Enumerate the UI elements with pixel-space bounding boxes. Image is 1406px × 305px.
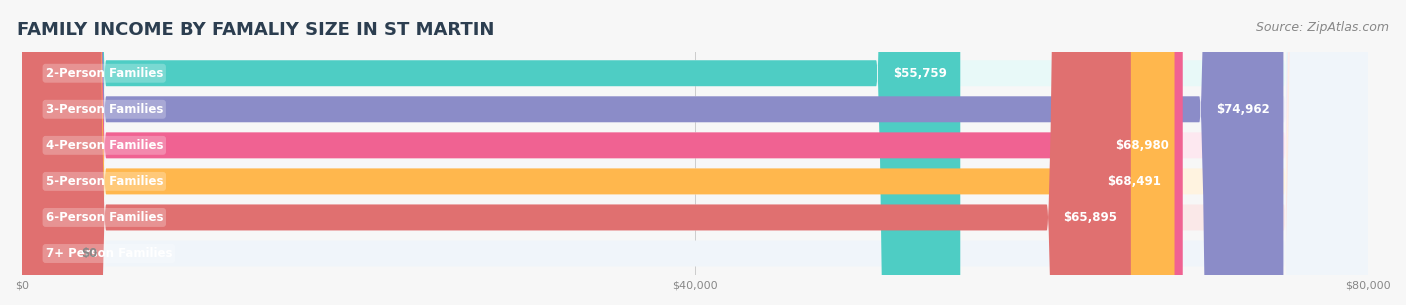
Text: $74,962: $74,962 bbox=[1216, 103, 1270, 116]
Text: 2-Person Families: 2-Person Families bbox=[45, 67, 163, 80]
Text: $68,491: $68,491 bbox=[1107, 175, 1161, 188]
FancyBboxPatch shape bbox=[22, 0, 1368, 305]
FancyBboxPatch shape bbox=[22, 0, 1368, 305]
Text: Source: ZipAtlas.com: Source: ZipAtlas.com bbox=[1256, 21, 1389, 34]
Text: $65,895: $65,895 bbox=[1063, 211, 1118, 224]
FancyBboxPatch shape bbox=[22, 0, 1368, 305]
Text: FAMILY INCOME BY FAMALIY SIZE IN ST MARTIN: FAMILY INCOME BY FAMALIY SIZE IN ST MART… bbox=[17, 21, 495, 39]
FancyBboxPatch shape bbox=[22, 0, 1284, 305]
FancyBboxPatch shape bbox=[22, 0, 1368, 305]
FancyBboxPatch shape bbox=[22, 0, 1368, 305]
Text: 5-Person Families: 5-Person Families bbox=[45, 175, 163, 188]
FancyBboxPatch shape bbox=[22, 0, 1174, 305]
FancyBboxPatch shape bbox=[22, 0, 1130, 305]
Text: $55,759: $55,759 bbox=[893, 67, 946, 80]
Text: $68,980: $68,980 bbox=[1115, 139, 1170, 152]
Text: 4-Person Families: 4-Person Families bbox=[45, 139, 163, 152]
Text: 6-Person Families: 6-Person Families bbox=[45, 211, 163, 224]
Text: 3-Person Families: 3-Person Families bbox=[45, 103, 163, 116]
Text: 7+ Person Families: 7+ Person Families bbox=[45, 247, 172, 260]
Text: $0: $0 bbox=[82, 247, 97, 260]
FancyBboxPatch shape bbox=[22, 0, 1368, 305]
FancyBboxPatch shape bbox=[22, 0, 960, 305]
FancyBboxPatch shape bbox=[22, 0, 1182, 305]
